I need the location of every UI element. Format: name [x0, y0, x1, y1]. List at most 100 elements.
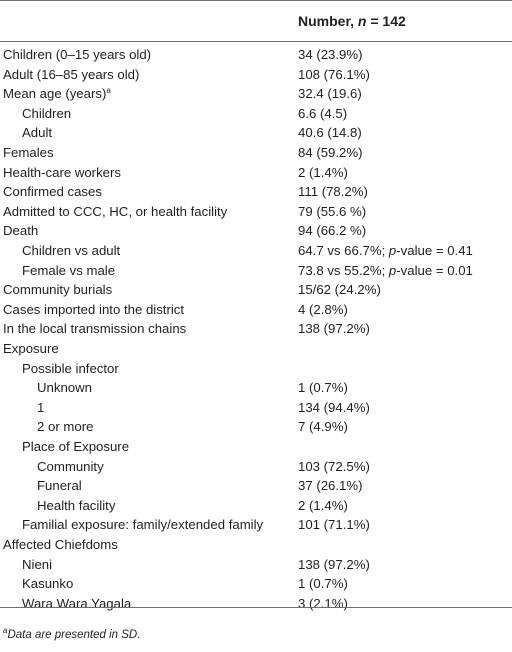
row-value: 101 (71.1%): [298, 517, 370, 533]
row-label-text: Affected Chiefdoms: [3, 537, 118, 552]
table-row: Admitted to CCC, HC, or health facility 7…: [0, 202, 512, 222]
table-row: Children (0–15 years old) 34 (23.9%): [0, 45, 512, 65]
row-label: Community burials: [3, 280, 112, 300]
row-value: 2 (1.4%): [298, 164, 348, 180]
table-row: Community burials 15/62 (24.2%): [0, 280, 512, 300]
row-value: 6.6 (4.5): [298, 105, 348, 121]
row-label: Admitted to CCC, HC, or health facility: [3, 202, 227, 222]
table-row: Affected Chiefdoms: [0, 535, 512, 555]
row-value: 7 (4.9%): [298, 419, 348, 435]
row-value: 108 (76.1%): [298, 66, 370, 82]
row-label-text: Cases imported into the district: [3, 301, 185, 317]
row-label: Kasunko: [22, 574, 73, 594]
row-label: Wara Wara Yagala: [22, 594, 131, 614]
row-label-text: In the local transmission chains: [3, 321, 187, 337]
row-label-text: Nieni: [22, 556, 53, 572]
top-rule: [0, 0, 512, 1]
row-label-text: Mean age (years): [3, 86, 107, 102]
row-value-part: 64.7 vs 66.7%;: [298, 243, 389, 258]
table-footnote: aData are presented in SD.: [3, 627, 140, 643]
table-row: Unknown 1 (0.7%): [0, 378, 512, 398]
footnote-ref: a: [106, 86, 111, 96]
row-label: Female vs male: [22, 261, 115, 281]
row-label-text: 2 or more: [37, 419, 94, 435]
row-value: 111 (78.2%): [298, 184, 368, 200]
row-label-text: Unknown: [37, 380, 92, 396]
row-label: In the local transmission chains: [3, 319, 186, 339]
table-row: Nieni 138 (97.2%): [0, 555, 512, 575]
row-value: 15/62 (24.2%): [298, 282, 381, 298]
footnote-text: Data are presented in SD.: [7, 629, 141, 641]
row-label-text: Health-care workers: [3, 164, 121, 180]
table-row: Place of Exposure: [0, 437, 512, 457]
row-label: Place of Exposure: [22, 437, 129, 457]
row-label: 1: [37, 398, 44, 418]
row-label: Affected Chiefdoms: [3, 535, 118, 555]
row-label: Children (0–15 years old): [3, 45, 151, 65]
table-row: Death 94 (66.2 %): [0, 221, 512, 241]
row-value: 94 (66.2 %): [298, 223, 367, 239]
table-row: 2 or more 7 (4.9%): [0, 417, 512, 437]
row-label: Funeral: [37, 476, 82, 496]
row-label-text: Adult: [22, 125, 53, 141]
row-label: Health-care workers: [3, 163, 121, 183]
row-label-text: Kasunko: [22, 576, 74, 592]
row-value: 2 (1.4%): [298, 497, 348, 513]
row-label-text: Females: [3, 145, 54, 160]
row-label: Adult: [22, 123, 52, 143]
header-value-n: n: [357, 13, 367, 29]
table-row: In the local transmission chains 138 (97.…: [0, 319, 512, 339]
row-value: 40.6 (14.8): [298, 125, 362, 141]
row-value: 1 (0.7%): [298, 380, 348, 396]
row-label: Health facility: [37, 496, 115, 516]
row-label: Cases imported into the district: [3, 300, 184, 320]
row-label: Adult (16–85 years old): [3, 65, 139, 85]
table-row: Community 103 (72.5%): [0, 457, 512, 477]
table-row: Funeral 37 (26.1%): [0, 476, 512, 496]
row-label: Confirmed cases: [3, 182, 102, 202]
row-value-part: 73.8 vs 55.2%;: [298, 262, 389, 278]
table-row: Wara Wara Yagala 3 (2.1%): [0, 594, 512, 614]
table-row: Health facility 2 (1.4%): [0, 496, 512, 516]
row-label-text: Possible infector: [22, 360, 119, 376]
row-label-text: Place of Exposure: [22, 439, 130, 454]
table-row: Cases imported into the district 4 (2.8%): [0, 300, 512, 320]
row-value-part: -value = 0.01: [396, 262, 473, 278]
table-row: Females 84 (59.2%): [0, 143, 512, 163]
row-value: 138 (97.2%): [298, 321, 370, 337]
table-row: Female vs male 73.8 vs 55.2%; p-value = 0…: [0, 261, 512, 281]
row-value: 103 (72.5%): [298, 458, 370, 474]
row-value-part: -value = 0.41: [396, 243, 473, 258]
row-value: 3 (2.1%): [298, 595, 348, 611]
table-row: Children 6.6 (4.5): [0, 104, 512, 124]
row-value: 4 (2.8%): [298, 301, 348, 317]
row-label-text: Familial exposure: family/extended famil…: [22, 517, 264, 533]
row-value: 37 (26.1%): [298, 478, 363, 494]
table-row: Mean age (years)a 32.4 (19.6): [0, 84, 512, 104]
row-label: Unknown: [37, 378, 92, 398]
row-label: Death: [3, 221, 38, 241]
row-label-text: Funeral: [37, 478, 82, 494]
row-label-text: Health facility: [37, 497, 116, 513]
row-value-part: p: [388, 243, 397, 258]
row-value: 138 (97.2%): [298, 556, 370, 572]
table-row: Kasunko 1 (0.7%): [0, 574, 512, 594]
row-label: Community: [37, 457, 104, 477]
table-row: Children vs adult 64.7 vs 66.7%; p-value …: [0, 241, 512, 261]
table-row: Familial exposure: family/extended famil…: [0, 515, 512, 535]
table-row: Possible infector: [0, 359, 512, 379]
row-label-text: Death: [3, 223, 39, 239]
row-value: 134 (94.4%): [298, 399, 370, 415]
row-label: Exposure: [3, 339, 59, 359]
table-row: 1 134 (94.4%): [0, 398, 512, 418]
table-row: Exposure: [0, 339, 512, 359]
row-label-text: Exposure: [3, 341, 59, 356]
row-label-text: Community burials: [3, 282, 113, 298]
table-header-row: Number, n = 142: [0, 12, 512, 32]
row-label-text: Female vs male: [22, 262, 116, 278]
row-label: Nieni: [22, 555, 52, 575]
bottom-rule: [0, 607, 512, 608]
header-value-suffix: = 142: [366, 13, 406, 29]
row-label-text: 1: [37, 399, 45, 415]
header-rule: [0, 41, 512, 42]
